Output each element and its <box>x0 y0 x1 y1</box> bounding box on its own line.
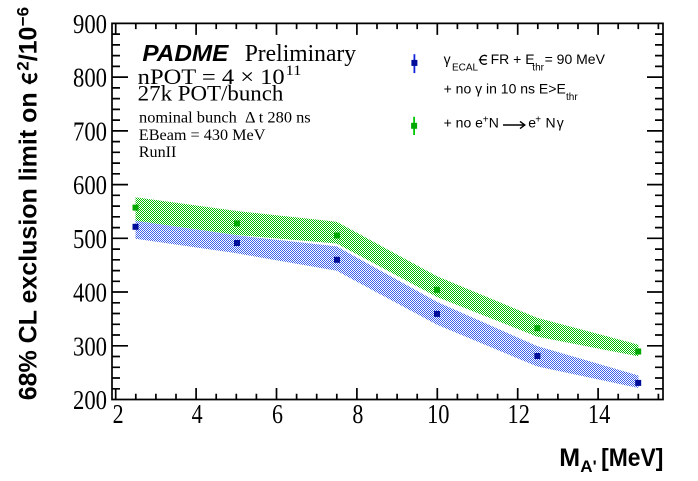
svg-text:+ no γ in 10 ns E>E: + no γ in 10 ns E>E <box>444 80 566 96</box>
svg-text:[MeV]: [MeV] <box>601 444 663 472</box>
svg-text:nominal bunch Δ t 280 ns: nominal bunch Δ t 280 ns <box>139 110 311 127</box>
svg-text:27k POT/bunch: 27k POT/bunch <box>138 81 284 106</box>
svg-text:10: 10 <box>427 399 449 429</box>
svg-text:6: 6 <box>272 399 283 429</box>
svg-text:700: 700 <box>73 117 107 147</box>
svg-text:N: N <box>489 114 499 130</box>
svg-text:−6: −6 <box>14 7 33 26</box>
svg-text:600: 600 <box>73 170 107 200</box>
svg-text:nPOT = 4 × 10: nPOT = 4 × 10 <box>138 64 285 89</box>
svg-text:thr: thr <box>532 63 544 74</box>
svg-text:500: 500 <box>73 224 107 254</box>
svg-text:+: + <box>483 114 489 125</box>
svg-text:900: 900 <box>73 9 107 39</box>
svg-text:2: 2 <box>113 399 124 429</box>
svg-text:γ: γ <box>444 51 451 67</box>
svg-text:A': A' <box>580 457 596 476</box>
svg-text:M: M <box>559 444 580 472</box>
svg-text:14: 14 <box>588 399 611 429</box>
svg-text:RunII: RunII <box>139 144 177 161</box>
svg-text:N: N <box>546 114 556 130</box>
svg-text:= 90 MeV: = 90 MeV <box>545 51 606 67</box>
svg-text:e: e <box>528 114 536 130</box>
svg-text:Preliminary: Preliminary <box>245 41 356 67</box>
svg-text:γ: γ <box>557 114 564 130</box>
svg-text:68% CL exclusion limit on: 68% CL exclusion limit on <box>15 92 43 400</box>
svg-text:+: + <box>535 114 541 125</box>
svg-text:8: 8 <box>352 399 363 429</box>
svg-text:400: 400 <box>73 278 107 308</box>
svg-text:PADME: PADME <box>142 40 229 66</box>
svg-text:EBeam = 430 MeV: EBeam = 430 MeV <box>139 127 266 144</box>
svg-text:200: 200 <box>73 385 107 415</box>
svg-text:800: 800 <box>73 63 107 93</box>
svg-text:11: 11 <box>286 63 302 79</box>
svg-text:+ no e: + no e <box>444 114 484 130</box>
svg-text:/10: /10 <box>15 27 43 62</box>
svg-text:300: 300 <box>73 331 107 361</box>
svg-text:FR + E: FR + E <box>491 51 535 67</box>
svg-text:4: 4 <box>192 399 203 429</box>
svg-text:thr: thr <box>566 92 578 103</box>
svg-text:2: 2 <box>14 61 33 70</box>
svg-text:ECAL: ECAL <box>452 63 479 74</box>
svg-text:12: 12 <box>508 399 530 429</box>
